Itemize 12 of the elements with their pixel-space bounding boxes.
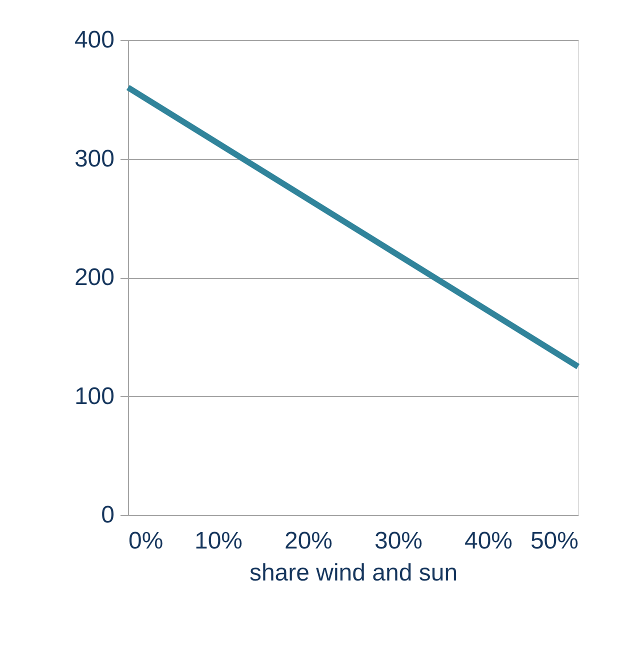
y-tick-label: 100: [74, 382, 114, 410]
x-tick-label: 50%: [530, 528, 578, 554]
y-tick-label: 200: [74, 264, 114, 291]
y-tick-label: 400: [74, 26, 114, 54]
y-tick-label: 300: [74, 145, 114, 172]
x-tick-label: 40%: [464, 528, 513, 554]
x-tick-label: 10%: [194, 528, 243, 554]
x-tick-label: 0%: [128, 528, 164, 554]
x-tick-label: 20%: [284, 528, 333, 554]
x-tick-label: 30%: [374, 528, 423, 554]
y-tick-label: 0: [101, 502, 114, 528]
x-axis-title: share wind and sun: [249, 560, 458, 586]
